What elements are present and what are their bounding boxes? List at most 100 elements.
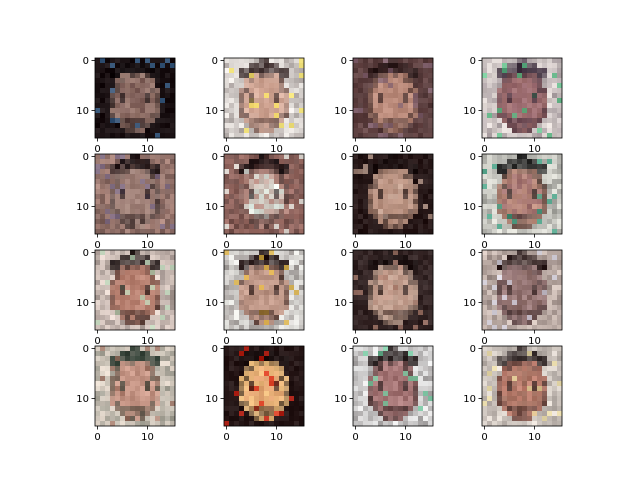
pixel-cell: [284, 416, 290, 422]
pixel-cell: [115, 401, 121, 407]
pixel-cell: [363, 214, 369, 220]
axes-frame: [481, 57, 563, 139]
pixel-cell: [517, 214, 523, 220]
pixel-cell: [224, 179, 230, 185]
pixel-cell: [482, 351, 488, 357]
pixel-cell: [239, 63, 245, 69]
pixel-cell: [249, 58, 255, 64]
pixel-cell: [110, 68, 116, 74]
pixel-cell: [259, 164, 265, 170]
pixel-cell: [418, 280, 424, 286]
pixel-cell: [289, 325, 295, 331]
pixel-cell: [274, 356, 280, 362]
pixel-cell: [403, 68, 409, 74]
pixel-cell: [239, 356, 245, 362]
pixel-cell: [378, 320, 384, 326]
pixel-cell: [165, 103, 171, 109]
pixel-cell: [160, 174, 166, 180]
x-tick-label: 0: [352, 432, 358, 443]
pixel-cell: [264, 73, 270, 79]
pixel-cell: [145, 128, 151, 134]
pixel-cell: [368, 290, 374, 296]
y-tick-label: 10: [205, 298, 218, 309]
pixel-cell: [125, 204, 131, 210]
pixel-cell: [145, 93, 151, 99]
pixel-cell: [393, 164, 399, 170]
pixel-cell: [299, 250, 305, 256]
pixel-cell: [229, 270, 235, 276]
pixel-cell: [299, 83, 305, 89]
pixel-cell: [110, 123, 116, 129]
pixel-cell: [254, 73, 260, 79]
pixel-cell: [552, 280, 558, 286]
pixel-cell: [249, 98, 255, 104]
pixel-cell: [224, 325, 230, 331]
pixel-cell: [482, 73, 488, 79]
axes-frame: [352, 57, 434, 139]
pixel-cell: [393, 386, 399, 392]
pixel-cell: [428, 421, 434, 427]
pixel-cell: [254, 376, 260, 382]
pixel-cell: [542, 78, 548, 84]
pixel-cell: [145, 73, 151, 79]
pixel-cell: [398, 63, 404, 69]
pixel-cell: [299, 219, 305, 225]
pixel-cell: [418, 98, 424, 104]
pixel-cell: [368, 361, 374, 367]
pixel-cell: [294, 189, 300, 195]
pixel-cell: [512, 255, 518, 261]
pixel-cell: [358, 310, 364, 316]
pixel-cell: [388, 68, 394, 74]
pixel-cell: [249, 361, 255, 367]
pixel-cell: [383, 219, 389, 225]
pixel-cell: [368, 265, 374, 271]
pixel-cell: [487, 255, 493, 261]
pixel-cell: [368, 421, 374, 427]
pixel-cell: [259, 401, 265, 407]
pixel-cell: [512, 118, 518, 124]
pixel-cell: [145, 270, 151, 276]
pixel-cell: [150, 270, 156, 276]
pixel-cell: [115, 270, 121, 276]
pixel-cell: [507, 366, 513, 372]
pixel-cell: [279, 391, 285, 397]
pixel-cell: [517, 179, 523, 185]
pixel-cell: [294, 325, 300, 331]
pixel-cell: [279, 83, 285, 89]
pixel-cell: [537, 88, 543, 94]
pixel-cell: [388, 123, 394, 129]
pixel-cell: [120, 123, 126, 129]
pixel-cell: [259, 194, 265, 200]
pixel-cell: [378, 411, 384, 417]
pixel-cell: [130, 204, 136, 210]
pixel-cell: [378, 406, 384, 412]
pixel-cell: [537, 376, 543, 382]
pixel-cell: [353, 356, 359, 362]
pixel-cell: [557, 113, 563, 119]
pixel-cell: [234, 325, 240, 331]
pixel-cell: [170, 159, 176, 165]
pixel-cell: [115, 179, 121, 185]
pixel-cell: [487, 270, 493, 276]
pixel-cell: [269, 88, 275, 94]
pixel-cell: [388, 406, 394, 412]
pixel-cell: [403, 209, 409, 215]
pixel-cell: [284, 199, 290, 205]
pixel-cell: [373, 204, 379, 210]
pixel-cell: [289, 224, 295, 230]
pixel-cell: [517, 361, 523, 367]
pixel-cell: [547, 189, 553, 195]
pixel-cell: [160, 108, 166, 114]
pixel-cell: [398, 406, 404, 412]
x-tick-label: 10: [399, 240, 412, 251]
pixel-cell: [130, 376, 136, 382]
pixel-cell: [393, 194, 399, 200]
pixel-cell: [229, 351, 235, 357]
pixel-cell: [547, 68, 553, 74]
pixel-cell: [150, 421, 156, 427]
pixel-cell: [110, 133, 116, 139]
pixel-cell: [105, 58, 111, 64]
pixel-cell: [512, 194, 518, 200]
pixel-cell: [393, 401, 399, 407]
pixel-cell: [239, 133, 245, 139]
